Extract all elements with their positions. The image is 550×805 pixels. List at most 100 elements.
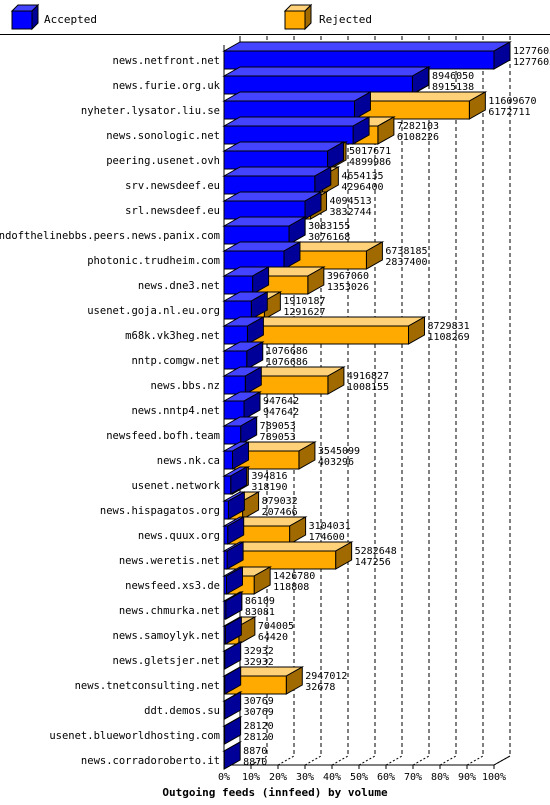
accepted-bar [222, 241, 302, 270]
category-label: news.nk.ca [157, 455, 220, 467]
x-grid-foot [358, 755, 376, 766]
category-label: news.netfront.net [113, 55, 220, 67]
category-label: news.weretis.net [119, 555, 220, 567]
x-grid-foot [304, 755, 322, 766]
accepted-value-label: 8870 [243, 757, 267, 768]
accepted-value-label: 6108226 [397, 132, 439, 143]
accepted-value-label: 4899986 [349, 157, 391, 168]
category-label: nyheter.lysator.liu.se [81, 105, 220, 117]
accepted-bar [222, 41, 512, 70]
category-label: usenet.blueworldhosting.com [49, 730, 220, 742]
x-tick-label: 0% [218, 772, 230, 783]
accepted-bar [222, 366, 264, 395]
offered-value-label: 1910187 [283, 296, 325, 307]
accepted-value-label: 32678 [305, 682, 335, 693]
accepted-bar [222, 391, 262, 420]
accepted-bar [222, 316, 266, 345]
accepted-value-label: 30769 [244, 707, 274, 718]
accepted-bar [222, 616, 244, 645]
accepted-value-label: 2837400 [385, 257, 427, 268]
accepted-value-label: 1076686 [266, 357, 308, 368]
category-label: news.bbs.nz [150, 380, 220, 392]
category-label: peering.usenet.ovh [106, 155, 220, 167]
x-tick-label: 40% [323, 772, 341, 783]
x-tick-label: 60% [377, 772, 395, 783]
accepted-bar [222, 741, 243, 770]
accepted-value-label: 4296400 [341, 182, 383, 193]
category-label: news.chmurka.net [119, 605, 220, 617]
plot-area: 0% 10% 20% 30% 40% 50% 60% 70% 80% 90% 100% news.ne… [0, 36, 550, 783]
offered-value-label: 789053 [260, 421, 296, 432]
rejected-bar [230, 441, 317, 470]
offered-value-label: 3967060 [327, 271, 369, 282]
x-tick-label: 30% [296, 772, 314, 783]
accepted-bar [222, 341, 265, 370]
category-label: news.samoylyk.net [113, 630, 220, 642]
accepted-bar [222, 666, 243, 695]
category-label: srl.newsdeef.eu [125, 205, 220, 217]
offered-value-label: 8946050 [432, 71, 474, 82]
accepted-value-label: 118808 [273, 582, 309, 593]
accepted-value-label: 1108269 [427, 332, 469, 343]
x-grid-foot [277, 755, 295, 766]
x-tick-label: 50% [350, 772, 368, 783]
accepted-bar [222, 66, 431, 95]
category-label: newsfeed.bofh.team [106, 430, 220, 442]
category-label: srv.newsdeef.eu [125, 180, 220, 192]
accepted-bar [222, 591, 244, 620]
offered-value-label: 32932 [244, 646, 274, 657]
x-grid-foot [250, 755, 268, 766]
offered-value-label: 30769 [244, 696, 274, 707]
offered-value-label: 3083155 [308, 221, 350, 232]
category-label: ddt.demos.su [144, 705, 220, 717]
category-label: newsfeed.xs3.de [125, 580, 220, 592]
offered-value-label: 2947012 [305, 671, 347, 682]
accepted-bar [222, 116, 371, 145]
accepted-bar [222, 141, 346, 170]
accepted-bar [222, 516, 246, 545]
accepted-value-label: 789053 [260, 432, 296, 443]
offered-value-label: 1076686 [266, 346, 308, 357]
offered-value-label: 4654135 [341, 171, 383, 182]
x-grid-foot [466, 755, 484, 766]
x-grid-foot [412, 755, 430, 766]
category-label: nntp.comgw.net [131, 355, 220, 367]
offered-value-label: 5017671 [349, 146, 391, 157]
x-tick-label: 10% [242, 772, 260, 783]
category-label: news.tnetconsulting.net [75, 680, 220, 692]
accepted-bar [222, 441, 251, 470]
offered-value-label: 879032 [262, 496, 298, 507]
accepted-value-label: 6172711 [488, 107, 530, 118]
category-label: news.dne3.net [138, 280, 220, 292]
legend: Accepted Rejected [10, 3, 372, 31]
legend-rejected-label: Rejected [319, 13, 372, 26]
x-grid-foot [439, 755, 457, 766]
legend-rejected: Rejected [283, 3, 372, 31]
accepted-bar [222, 541, 246, 570]
legend-accepted: Accepted [10, 3, 97, 31]
rejected-bar [225, 541, 354, 570]
accepted-bar [222, 641, 243, 670]
offered-value-label: 8729831 [427, 321, 469, 332]
accepted-bar [222, 691, 243, 720]
category-label: news.nntp4.net [131, 405, 220, 417]
offered-value-label: 1426780 [273, 571, 315, 582]
offered-value-label: 5282648 [355, 546, 397, 557]
accepted-value-label: 3832744 [330, 207, 372, 218]
accepted-bar [222, 566, 245, 595]
offered-value-label: 394816 [251, 471, 287, 482]
category-label: usenet.goja.nl.eu.org [87, 305, 220, 317]
accepted-bar [222, 416, 259, 445]
category-label: news.sonologic.net [106, 130, 220, 142]
offered-value-label: 704005 [258, 621, 294, 632]
x-tick-label: 80% [431, 772, 449, 783]
offered-value-label: 8870 [243, 746, 267, 757]
rejected-bar [282, 241, 385, 270]
accepted-value-label: 207466 [262, 507, 298, 518]
accepted-bar [222, 216, 307, 245]
x-grid-foot [385, 755, 403, 766]
offered-value-label: 3104031 [309, 521, 351, 532]
category-label: photonic.trudheim.com [87, 255, 220, 267]
accepted-value-label: 83081 [245, 607, 275, 618]
rejected-bar [245, 316, 427, 345]
